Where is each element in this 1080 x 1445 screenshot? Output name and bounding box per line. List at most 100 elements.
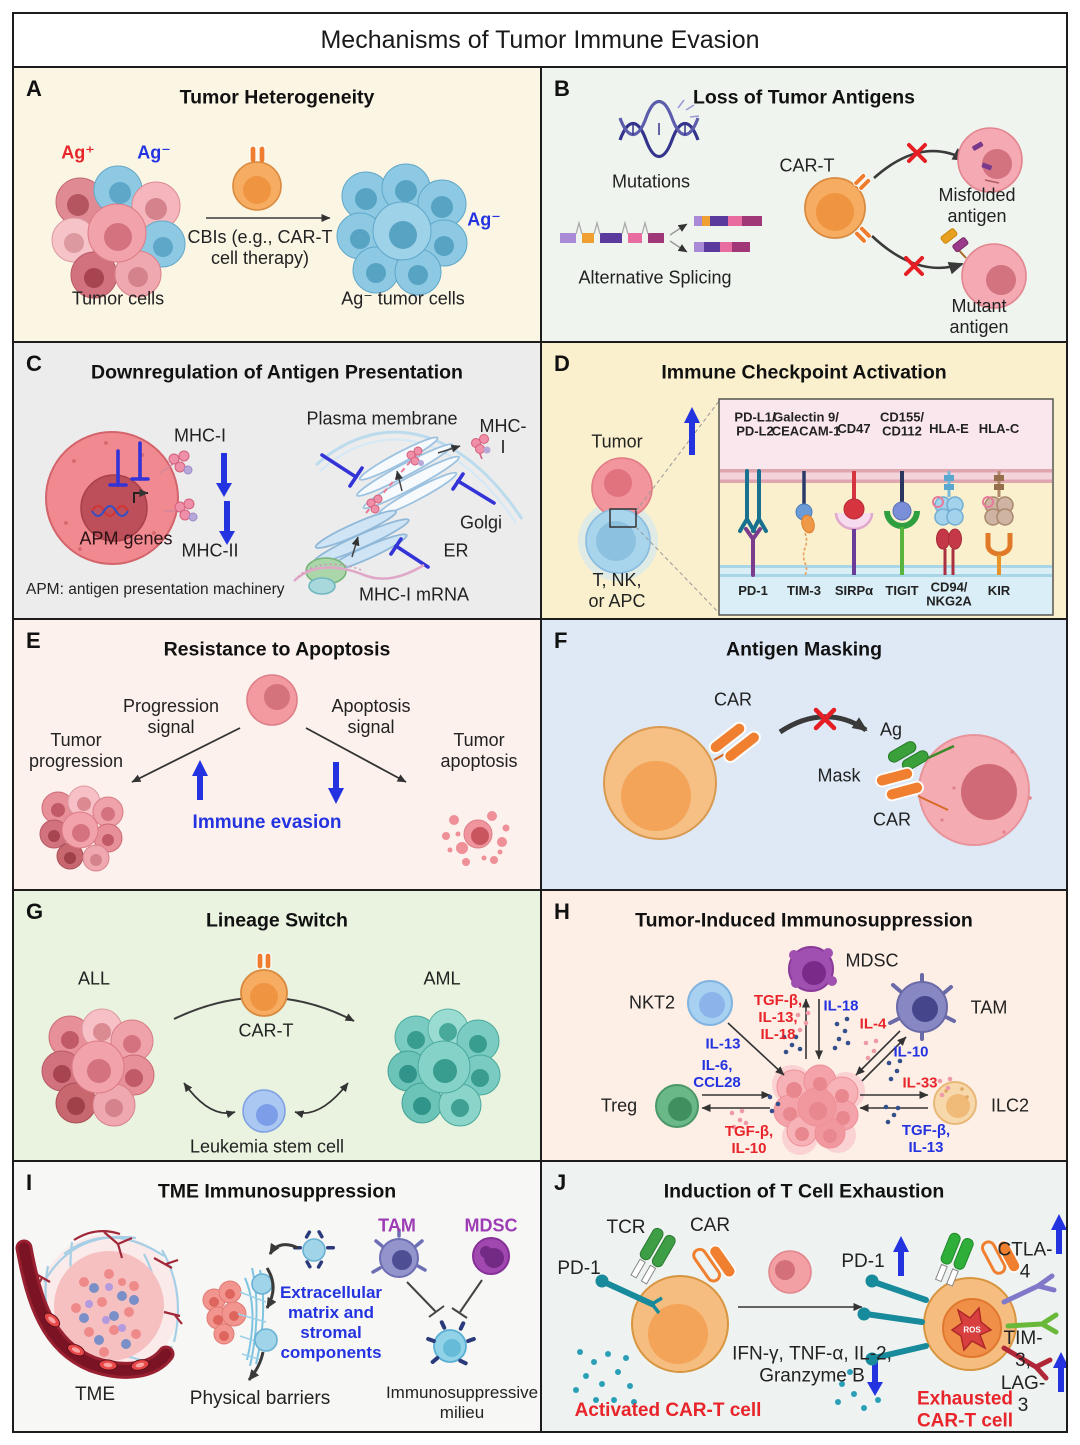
panel-letter: G <box>26 899 44 924</box>
receptor-label-tigit: TIGIT <box>885 582 919 598</box>
tim3-lag3-label: TIM-3, LAG-3 <box>1000 1328 1046 1417</box>
panel-title: Downregulation of Antigen Presentation <box>91 361 463 384</box>
mrna-texture <box>297 563 365 578</box>
car-icon <box>980 1239 1021 1275</box>
treg-label: Treg <box>600 1095 638 1116</box>
car-stalk <box>917 795 949 811</box>
evasion-down-arrow <box>328 762 344 804</box>
cytokine-il18: IL-18 <box>823 997 859 1015</box>
antigen-masking-illustration <box>603 707 1032 846</box>
panel-letter: F <box>554 628 568 653</box>
mhc1-down-arrow <box>216 453 232 497</box>
panel-title: Antigen Masking <box>725 638 882 661</box>
panel-title: Tumor Heterogeneity <box>179 86 375 109</box>
leukemia-stem-cell <box>242 1089 286 1133</box>
panel-downregulation-antigen-presentation: C Downregulation of Antigen Presentation <box>14 341 540 618</box>
tumor-cells-label: Tumor cells <box>71 288 165 309</box>
apoptosis-arrow <box>305 727 407 783</box>
ligand-label-hlae: HLA-E <box>929 420 969 436</box>
receptor-label-kir: KIR <box>987 582 1011 598</box>
panel-title: Lineage Switch <box>206 909 348 932</box>
panel-title: Immune Checkpoint Activation <box>661 361 947 384</box>
pair-tigit <box>884 471 920 575</box>
er-label: ER <box>443 540 469 561</box>
ag-negative-cluster <box>336 163 468 296</box>
immunosuppression-illustration <box>655 946 977 1155</box>
mdsc-label: MDSC <box>464 1215 518 1236</box>
milieu-illustration <box>371 1228 510 1366</box>
apm-note: APM: antigen presentation machinery <box>26 581 285 598</box>
mhc1-mrna-label: MHC-I mRNA <box>359 584 469 605</box>
pair-kir <box>982 471 1014 575</box>
tcr-label: TCR <box>606 1216 646 1238</box>
ctla4-label: CTLA-4 <box>997 1239 1053 1283</box>
cytokine-arrows <box>701 998 929 1112</box>
car-t-label: CAR-T <box>779 155 835 176</box>
pair-pd1 <box>738 469 768 577</box>
tumor-apoptosis-label: Tumor apoptosis <box>440 729 518 771</box>
pair-sirpa <box>834 471 874 575</box>
progression-signal-label: Progression signal <box>122 695 220 737</box>
mhc2-down-arrow <box>219 501 235 545</box>
ros-label: ROS <box>963 1325 981 1335</box>
mhc1-icon <box>159 450 193 475</box>
ilc2-cell <box>933 1081 977 1125</box>
red-x-bottom <box>904 256 924 276</box>
tam-label: TAM <box>970 997 1008 1018</box>
panel-title: Tumor-Induced Immunosuppression <box>635 909 973 932</box>
mutant-antigen-cell <box>940 228 1027 309</box>
upregulation-arrow <box>684 407 700 455</box>
tim3-up-arrow <box>1053 1352 1066 1392</box>
ribosome-icon <box>305 557 347 595</box>
all-cluster <box>41 1008 155 1127</box>
mhc1-in-golgi <box>366 494 383 514</box>
tumor-cell-middle <box>768 1250 812 1294</box>
ag-label: Ag <box>879 719 903 740</box>
panel-letter: B <box>554 76 570 101</box>
pd1-receptors <box>863 1279 929 1361</box>
panel-title: TME Immunosuppression <box>157 1180 397 1203</box>
tme-label: TME <box>74 1383 116 1405</box>
ligand-label-hlac: HLA-C <box>978 420 1020 436</box>
figure-frame: Mechanisms of Tumor Immune Evasion A Tum… <box>12 12 1068 1433</box>
panel-loss-of-tumor-antigens: B Loss of Tumor Antigens <box>540 68 1066 341</box>
alternative-splicing-label: Alternative Splicing <box>578 267 732 288</box>
tme-mass <box>35 1229 183 1376</box>
antigen-icon <box>887 741 929 771</box>
tumor-cluster <box>772 1064 865 1155</box>
ligand-label-cd47: CD47 <box>837 420 871 436</box>
checkpoint-inset <box>718 398 1054 616</box>
panel-letter: A <box>26 76 42 101</box>
panel-title: Loss of Tumor Antigens <box>692 86 916 109</box>
tam-cell <box>371 1228 427 1278</box>
mixed-tumor-cluster <box>51 165 186 299</box>
cytokine-il10: IL-10 <box>893 1043 929 1061</box>
mhc1-at-membrane <box>471 434 491 460</box>
mhc1-label: MHC-I <box>174 425 226 446</box>
receptor-label-nkg2a: CD94/ NKG2A <box>926 579 972 609</box>
ligand-label-galectin9: Galectin 9/ CEACAM-1 <box>771 409 841 439</box>
golgi-label: Golgi <box>459 512 503 533</box>
receptor-label-pd1: PD-1 <box>738 582 768 598</box>
pd1-right-label: PD-1 <box>841 1250 885 1272</box>
cytokine-il13: IL-13 <box>705 1035 741 1053</box>
secreted-cytokines-left <box>573 1349 637 1405</box>
car-label: CAR <box>689 1214 731 1236</box>
pd1-left-label: PD-1 <box>557 1257 601 1279</box>
tim3-receptor <box>1001 1345 1053 1381</box>
car-bottom-label: CAR <box>872 809 912 830</box>
apm-genes-label: APM genes <box>79 528 173 549</box>
panel-letter: D <box>554 351 570 376</box>
pd1-receptor <box>595 1274 663 1315</box>
panel-letter: I <box>26 1170 33 1195</box>
activated-label: Activated CAR-T cell <box>574 1399 762 1421</box>
tumor-cell-top <box>246 674 298 726</box>
exhaustion-illustration <box>573 1214 1066 1411</box>
panel-letter: E <box>26 628 41 653</box>
panel-antigen-masking: F Antigen Masking <box>540 618 1066 889</box>
immune-cell-spiky <box>293 1230 335 1269</box>
ag-negative-right-label: Ag⁻ <box>467 209 501 230</box>
mask-label: Mask <box>817 765 861 786</box>
leukemia-stem-cell-label: Leukemia stem cell <box>189 1136 345 1157</box>
panel-letter: J <box>554 1170 567 1195</box>
